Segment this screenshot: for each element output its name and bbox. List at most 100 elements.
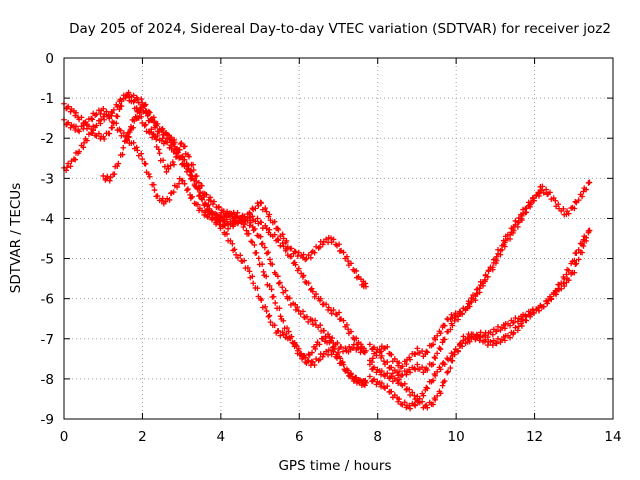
data-point bbox=[267, 319, 274, 325]
data-point bbox=[243, 227, 250, 234]
data-point bbox=[552, 197, 559, 204]
data-point bbox=[340, 361, 347, 368]
data-point bbox=[80, 144, 87, 151]
data-point bbox=[388, 388, 395, 395]
data-point bbox=[482, 337, 489, 343]
data-point bbox=[67, 108, 74, 115]
data-point bbox=[344, 322, 350, 328]
data-point bbox=[586, 227, 593, 234]
data-point bbox=[317, 244, 323, 250]
data-point bbox=[420, 392, 427, 399]
data-point bbox=[89, 130, 96, 136]
series-track-1 bbox=[61, 91, 369, 290]
data-point bbox=[195, 201, 201, 208]
data-point bbox=[276, 305, 283, 312]
data-point bbox=[406, 386, 412, 393]
data-point bbox=[288, 253, 294, 260]
data-point bbox=[539, 183, 546, 190]
data-point bbox=[348, 260, 354, 267]
data-point bbox=[266, 283, 273, 289]
y-tick-label: -2 bbox=[41, 131, 54, 147]
data-point bbox=[277, 279, 283, 286]
data-point bbox=[401, 399, 408, 406]
data-point bbox=[239, 212, 246, 219]
y-axis-label: SDTVAR / TECUs bbox=[8, 183, 24, 293]
data-point bbox=[100, 105, 107, 112]
data-point bbox=[317, 356, 323, 363]
data-point bbox=[264, 250, 270, 257]
data-point bbox=[282, 287, 289, 294]
data-point bbox=[279, 240, 286, 246]
data-point bbox=[565, 267, 572, 274]
data-point bbox=[407, 356, 413, 363]
data-point bbox=[101, 116, 107, 123]
data-point bbox=[97, 120, 104, 127]
data-point bbox=[403, 371, 410, 378]
data-point bbox=[448, 350, 455, 357]
data-point bbox=[403, 361, 410, 367]
data-point bbox=[338, 344, 344, 350]
data-point bbox=[162, 198, 169, 205]
data-point bbox=[371, 344, 377, 351]
data-point bbox=[336, 241, 342, 248]
x-tick-label: 6 bbox=[295, 429, 304, 445]
data-point bbox=[267, 256, 273, 263]
data-point bbox=[204, 203, 211, 209]
data-point bbox=[284, 325, 290, 331]
data-point bbox=[449, 315, 456, 322]
y-tick-label: -9 bbox=[41, 412, 54, 428]
data-point bbox=[495, 323, 501, 330]
data-point bbox=[452, 310, 459, 316]
data-point bbox=[439, 339, 446, 346]
data-point bbox=[388, 351, 395, 358]
y-tick-label: 0 bbox=[45, 51, 54, 67]
data-point bbox=[583, 186, 589, 193]
data-point bbox=[419, 398, 425, 405]
data-point bbox=[125, 89, 132, 96]
data-point bbox=[65, 103, 71, 110]
data-point bbox=[493, 257, 500, 264]
data-point bbox=[138, 96, 145, 102]
data-point bbox=[275, 273, 281, 280]
data-point bbox=[558, 285, 565, 292]
data-point bbox=[145, 171, 152, 177]
data-point bbox=[485, 334, 491, 340]
data-point bbox=[571, 269, 578, 276]
data-point bbox=[155, 146, 162, 153]
data-point bbox=[78, 114, 85, 121]
data-point bbox=[497, 251, 504, 258]
data-point bbox=[480, 280, 486, 287]
data-point bbox=[179, 177, 186, 184]
data-point bbox=[253, 250, 260, 256]
data-point bbox=[344, 366, 350, 372]
data-point bbox=[370, 355, 376, 362]
data-point bbox=[434, 369, 440, 375]
data-point bbox=[407, 405, 413, 412]
data-point bbox=[328, 235, 334, 241]
data-point bbox=[363, 380, 369, 386]
data-point bbox=[586, 179, 593, 186]
data-point bbox=[579, 249, 585, 256]
data-point bbox=[455, 348, 461, 354]
data-point bbox=[254, 215, 261, 222]
data-point bbox=[384, 359, 391, 365]
data-point bbox=[545, 297, 551, 304]
x-tick-label: 12 bbox=[526, 429, 543, 445]
data-point bbox=[153, 122, 159, 129]
data-point bbox=[279, 284, 286, 291]
data-point bbox=[451, 351, 458, 358]
data-point bbox=[311, 362, 318, 368]
data-point bbox=[565, 210, 572, 217]
data-point bbox=[269, 261, 276, 268]
data-point bbox=[76, 148, 82, 155]
data-point bbox=[434, 350, 440, 357]
data-point bbox=[531, 197, 537, 204]
data-point bbox=[89, 116, 96, 123]
data-point bbox=[183, 160, 190, 167]
data-point bbox=[184, 187, 190, 194]
data-point bbox=[189, 193, 195, 200]
data-point bbox=[141, 103, 148, 109]
data-point bbox=[432, 372, 439, 379]
data-point bbox=[190, 161, 196, 168]
data-point bbox=[246, 214, 253, 221]
